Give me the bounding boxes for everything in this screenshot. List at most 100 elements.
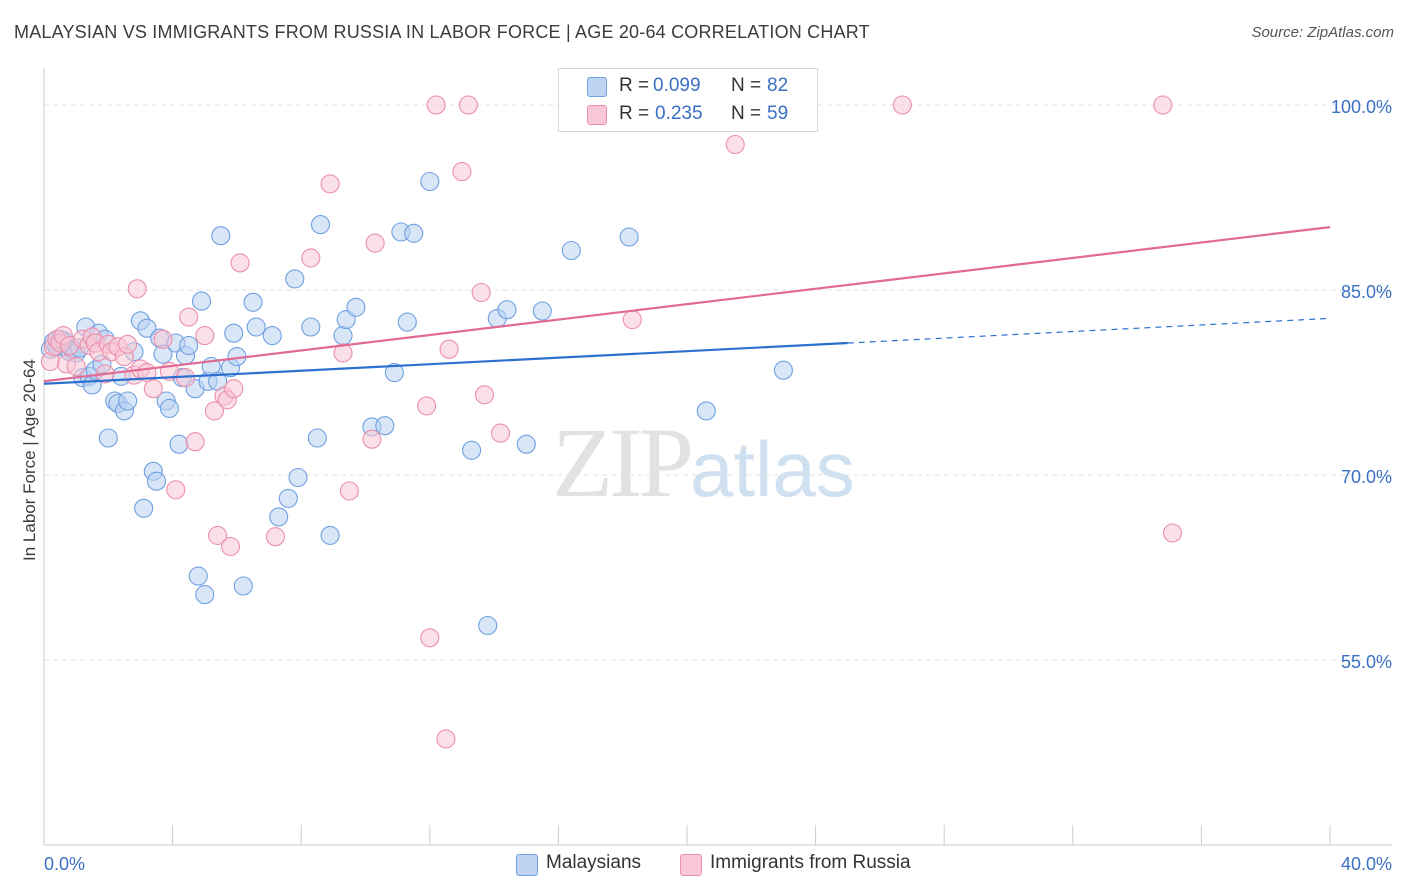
russia-point	[204, 401, 224, 421]
malaysians-point	[420, 171, 440, 192]
russia-point	[1153, 95, 1173, 115]
russia-point	[452, 162, 472, 182]
malaysians-point	[320, 525, 340, 545]
malaysians-point	[384, 363, 404, 383]
malaysians-point	[619, 227, 639, 247]
russia-point	[230, 253, 250, 273]
russia-point	[185, 432, 205, 452]
malaysians-point	[310, 215, 331, 235]
russia-point	[362, 429, 382, 449]
malaysians-point	[696, 401, 716, 421]
russia-point	[195, 326, 215, 346]
malaysians-point	[346, 297, 366, 317]
x-tick-label: 40.0%	[1341, 854, 1392, 874]
malaysians-point	[333, 326, 353, 346]
malaysians-point	[278, 488, 298, 508]
malaysians-point	[159, 398, 179, 418]
russia-point	[153, 329, 173, 349]
malaysians-point	[462, 440, 482, 460]
malaysians-point	[179, 335, 199, 356]
malaysians-point	[375, 416, 395, 436]
y-tick-label: 100.0%	[1331, 97, 1392, 117]
malaysians-point	[211, 226, 231, 246]
russia-point	[436, 729, 456, 749]
series-legend: Malaysians Immigrants from Russia	[0, 852, 1406, 878]
russia-point	[725, 134, 745, 155]
malaysians-point	[146, 471, 167, 491]
legend-n-label: N =	[731, 103, 762, 124]
russia-point	[339, 481, 359, 501]
malaysians-point	[288, 467, 308, 488]
russia-point	[320, 174, 340, 194]
malaysians-point	[561, 240, 581, 261]
russia-point	[439, 339, 459, 359]
russia-point	[365, 233, 385, 253]
chart-title: MALAYSIAN VS IMMIGRANTS FROM RUSSIA IN L…	[14, 22, 870, 42]
russia-point	[265, 527, 286, 547]
x-tick-label: 0.0%	[44, 854, 85, 874]
malaysians-point	[397, 312, 417, 332]
malaysians-point	[532, 301, 552, 321]
russia-point	[417, 396, 437, 416]
russia-point	[166, 480, 186, 500]
y-tick-label: 55.0%	[1341, 652, 1392, 672]
russia-trend-line	[43, 226, 1331, 383]
malaysians-point	[243, 292, 263, 312]
russia-point	[1162, 523, 1183, 543]
russia-point	[301, 248, 321, 268]
legend-label-malaysians: Malaysians	[546, 852, 642, 873]
malaysians-point	[301, 317, 321, 337]
malaysians-point	[118, 391, 138, 411]
malaysians-point	[169, 434, 189, 454]
malaysians-point	[262, 326, 282, 346]
russia-point	[474, 385, 495, 405]
legend-swatch-malaysians	[516, 854, 538, 876]
legend-row-malaysians: R = 0.099 N = 82	[559, 72, 817, 100]
malaysians-point	[188, 566, 208, 586]
russia-point	[127, 279, 147, 299]
malaysians-trend-extension	[847, 317, 1331, 344]
legend-r-value: 0.235	[655, 103, 703, 124]
legend-r-value: 0.099	[653, 75, 701, 96]
legend-swatch-malaysians	[587, 77, 607, 97]
malaysians-point	[478, 615, 498, 636]
malaysians-point	[497, 300, 517, 320]
russia-point	[208, 525, 228, 545]
y-tick-label: 85.0%	[1341, 282, 1392, 302]
russia-point	[118, 334, 138, 354]
malaysians-point	[516, 434, 536, 454]
legend-swatch-russia	[587, 105, 607, 125]
russia-point	[490, 423, 511, 443]
russia-point	[420, 628, 440, 648]
legend-r-label: R =	[619, 103, 650, 124]
y-axis-label: In Labor Force | Age 20-64	[20, 359, 39, 561]
malaysians-point	[246, 317, 266, 337]
watermark-atlas: atlas	[690, 425, 855, 513]
malaysians-point	[773, 360, 793, 380]
legend-r-label: R =	[619, 75, 650, 96]
malaysians-point	[195, 585, 215, 605]
malaysians-point	[191, 291, 212, 311]
malaysians-point	[137, 318, 157, 338]
russia-point	[179, 307, 199, 327]
russia-point	[426, 95, 446, 115]
russia-point	[333, 343, 353, 363]
russia-point	[622, 310, 642, 330]
watermark: ZIPatlas	[552, 405, 855, 520]
russia-point	[224, 379, 244, 399]
malaysians-point	[134, 498, 154, 518]
malaysians-point	[307, 428, 327, 448]
malaysians-point	[233, 576, 253, 596]
malaysians-point	[285, 269, 305, 289]
stats-legend: R = 0.099 N = 82 R = 0.235 N = 59	[558, 68, 818, 132]
russia-point	[892, 95, 912, 115]
y-tick-label: 70.0%	[1341, 467, 1392, 487]
legend-row-russia: R = 0.235 N = 59	[559, 100, 817, 128]
legend-n-label: N =	[731, 75, 762, 96]
watermark-zip: ZIP	[552, 407, 694, 518]
russia-point	[66, 356, 86, 377]
malaysians-point	[404, 223, 424, 243]
legend-n-value: 59	[767, 103, 789, 124]
russia-point	[471, 282, 491, 303]
